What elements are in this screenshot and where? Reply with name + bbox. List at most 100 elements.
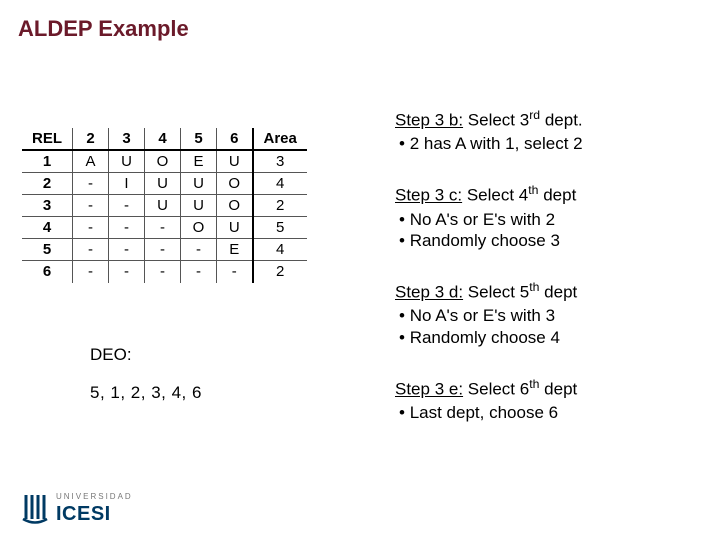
table-cell: - — [181, 261, 217, 283]
table-col-header: Area — [253, 128, 307, 150]
table-cell: - — [145, 217, 181, 239]
step-bullets: 2 has A with 1, select 2 — [395, 133, 695, 155]
icesi-logo: UNIVERSIDAD ICESI — [20, 492, 133, 526]
table-cell: 2 — [253, 261, 307, 283]
slide-title: ALDEP Example — [18, 16, 189, 42]
table-cell: U — [181, 195, 217, 217]
table-cell: 4 — [22, 217, 73, 239]
step-text: Select 3 — [463, 111, 529, 130]
rel-table: REL23456Area 1AUOEU32-IUUO43--UUO24---OU… — [22, 128, 307, 283]
step-bullet: Last dept, choose 6 — [399, 402, 695, 424]
table-cell: O — [181, 217, 217, 239]
table-cell: A — [73, 150, 109, 173]
step-text: Select 4 — [462, 186, 528, 205]
step-text: Select 5 — [463, 283, 529, 302]
logo-university-label: UNIVERSIDAD — [56, 492, 133, 501]
step-tag: Step 3 c: — [395, 186, 462, 205]
table-row: 5----E4 — [22, 239, 307, 261]
step-bullet: No A's or E's with 3 — [399, 305, 695, 327]
ordinal-suffix: th — [529, 280, 539, 294]
step-heading: Step 3 c: Select 4th dept — [395, 183, 695, 206]
table-col-header: 4 — [145, 128, 181, 150]
table-row: 3--UUO2 — [22, 195, 307, 217]
table-row: 2-IUUO4 — [22, 173, 307, 195]
table-cell: 2 — [22, 173, 73, 195]
step-tag: Step 3 b: — [395, 111, 463, 130]
step-bullets: No A's or E's with 2Randomly choose 3 — [395, 209, 695, 253]
table-cell: U — [145, 195, 181, 217]
table-cell: - — [217, 261, 253, 283]
table-cell: 5 — [22, 239, 73, 261]
step-bullets: Last dept, choose 6 — [395, 402, 695, 424]
table-cell: U — [217, 150, 253, 173]
table-cell: 2 — [253, 195, 307, 217]
deo-label: DEO: — [90, 345, 202, 365]
step-tag: Step 3 d: — [395, 283, 463, 302]
table-cell: - — [109, 195, 145, 217]
table-cell: 3 — [22, 195, 73, 217]
table-cell: - — [73, 261, 109, 283]
table-cell: U — [181, 173, 217, 195]
table-col-header: 6 — [217, 128, 253, 150]
table-cell: 3 — [253, 150, 307, 173]
deo-sequence: 5, 1, 2, 3, 4, 6 — [90, 383, 202, 403]
table-cell: - — [73, 239, 109, 261]
table-header-row: REL23456Area — [22, 128, 307, 150]
table-cell: U — [109, 150, 145, 173]
step-text: dept — [538, 186, 576, 205]
step-bullet: No A's or E's with 2 — [399, 209, 695, 231]
table-cell: - — [109, 239, 145, 261]
table-cell: U — [217, 217, 253, 239]
step-bullet: 2 has A with 1, select 2 — [399, 133, 695, 155]
table-cell: 4 — [253, 239, 307, 261]
table-cell: - — [109, 261, 145, 283]
step-block: Step 3 d: Select 5th deptNo A's or E's w… — [395, 280, 695, 349]
table-cell: - — [145, 261, 181, 283]
deo-block: DEO: 5, 1, 2, 3, 4, 6 — [90, 345, 202, 403]
rel-table-wrap: REL23456Area 1AUOEU32-IUUO43--UUO24---OU… — [22, 128, 307, 283]
step-heading: Step 3 e: Select 6th dept — [395, 377, 695, 400]
table-cell: - — [145, 239, 181, 261]
logo-name: ICESI — [56, 503, 133, 526]
step-block: Step 3 c: Select 4th dept No A's or E's w… — [395, 183, 695, 252]
table-cell: - — [109, 217, 145, 239]
table-cell: I — [109, 173, 145, 195]
step-bullet: Randomly choose 3 — [399, 230, 695, 252]
logo-text: UNIVERSIDAD ICESI — [56, 492, 133, 526]
table-col-header: 5 — [181, 128, 217, 150]
table-cell: O — [217, 195, 253, 217]
table-cell: U — [145, 173, 181, 195]
step-text: Select 6 — [463, 380, 529, 399]
table-col-header: 3 — [109, 128, 145, 150]
steps-column: Step 3 b: Select 3rd dept.2 has A with 1… — [395, 108, 695, 452]
table-cell: O — [145, 150, 181, 173]
table-row: 1AUOEU3 — [22, 150, 307, 173]
step-bullet: Randomly choose 4 — [399, 327, 695, 349]
step-text: dept — [539, 283, 577, 302]
step-heading: Step 3 d: Select 5th dept — [395, 280, 695, 303]
table-row: 6-----2 — [22, 261, 307, 283]
table-cell: 1 — [22, 150, 73, 173]
table-cell: - — [73, 217, 109, 239]
table-cell: 6 — [22, 261, 73, 283]
table-cell: - — [181, 239, 217, 261]
logo-mark-icon — [20, 492, 50, 526]
table-row: 4---OU5 — [22, 217, 307, 239]
table-col-header: 2 — [73, 128, 109, 150]
table-cell: E — [181, 150, 217, 173]
step-block: Step 3 e: Select 6th deptLast dept, choo… — [395, 377, 695, 424]
ordinal-suffix: rd — [529, 108, 540, 122]
ordinal-suffix: th — [529, 377, 539, 391]
step-tag: Step 3 e: — [395, 380, 463, 399]
table-cell: - — [73, 195, 109, 217]
step-heading: Step 3 b: Select 3rd dept. — [395, 108, 695, 131]
table-cell: E — [217, 239, 253, 261]
step-bullets: No A's or E's with 3Randomly choose 4 — [395, 305, 695, 349]
table-cell: - — [73, 173, 109, 195]
step-text: dept. — [540, 111, 583, 130]
step-block: Step 3 b: Select 3rd dept.2 has A with 1… — [395, 108, 695, 155]
table-cell: 4 — [253, 173, 307, 195]
ordinal-suffix: th — [528, 183, 538, 197]
table-cell: O — [217, 173, 253, 195]
table-body: 1AUOEU32-IUUO43--UUO24---OU55----E46----… — [22, 150, 307, 283]
